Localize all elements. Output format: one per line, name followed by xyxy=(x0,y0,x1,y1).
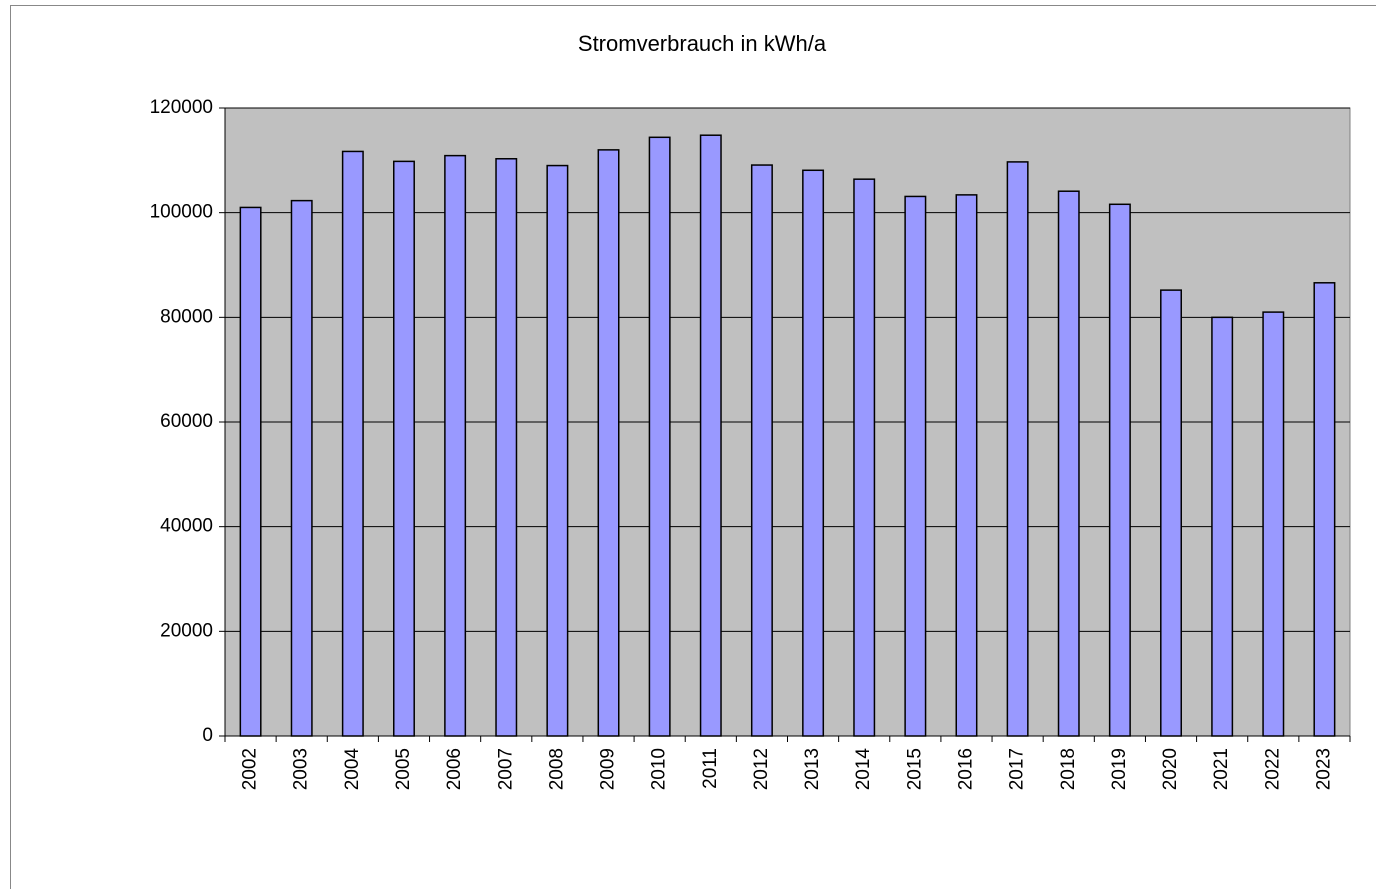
bar xyxy=(904,195,927,737)
bar xyxy=(955,194,978,737)
x-tick-label: 2012 xyxy=(751,748,772,790)
y-tick-label: 40000 xyxy=(160,516,213,537)
x-tick-label: 2002 xyxy=(240,748,261,790)
bar xyxy=(341,150,364,737)
x-tick-label: 2017 xyxy=(1007,748,1028,790)
chart-title: Stromverbrauch in kWh/a xyxy=(578,31,827,56)
bar xyxy=(1313,282,1336,737)
bar xyxy=(648,136,671,737)
x-tick-label: 2016 xyxy=(955,748,976,790)
x-tick-label: 2011 xyxy=(700,748,721,789)
x-tick-label: 2018 xyxy=(1058,748,1079,790)
bar xyxy=(750,164,773,737)
x-tick-label: 2006 xyxy=(444,748,465,790)
y-tick-label: 20000 xyxy=(160,620,213,641)
bar xyxy=(393,160,415,737)
x-tick-label: 2015 xyxy=(904,748,925,790)
bar xyxy=(1057,190,1080,737)
bar xyxy=(546,164,569,737)
x-tick-label: 2019 xyxy=(1109,748,1130,790)
bar xyxy=(699,134,722,737)
x-tick-label: 2013 xyxy=(802,748,823,790)
bar xyxy=(239,206,262,737)
y-tick-label: 80000 xyxy=(160,306,213,327)
bar xyxy=(290,199,313,737)
y-tick-label: 0 xyxy=(202,725,213,746)
bar xyxy=(853,178,876,737)
bar xyxy=(597,149,620,737)
x-tick-label: 2021 xyxy=(1211,748,1232,790)
y-tick-label: 120000 xyxy=(150,97,213,118)
y-tick-label: 100000 xyxy=(150,202,213,223)
bar xyxy=(1160,289,1182,737)
x-tick-label: 2022 xyxy=(1262,748,1283,790)
bar xyxy=(802,169,825,737)
x-tick-label: 2014 xyxy=(853,748,874,791)
x-tick-label: 2010 xyxy=(649,748,670,790)
x-tick-label: 2004 xyxy=(342,748,363,791)
y-tick-label: 60000 xyxy=(160,411,213,432)
bar xyxy=(1006,161,1029,737)
x-tick-label: 2008 xyxy=(546,748,567,790)
bar xyxy=(1108,203,1131,737)
bar xyxy=(444,154,467,737)
bar xyxy=(495,158,518,737)
bar xyxy=(1262,311,1285,737)
x-tick-label: 2005 xyxy=(393,748,414,790)
x-tick-label: 2020 xyxy=(1160,748,1181,790)
x-tick-label: 2007 xyxy=(495,748,516,790)
x-tick-label: 2009 xyxy=(598,748,619,790)
bar xyxy=(1211,316,1234,737)
x-tick-label: 2023 xyxy=(1313,748,1334,790)
x-tick-label: 2003 xyxy=(291,748,312,790)
